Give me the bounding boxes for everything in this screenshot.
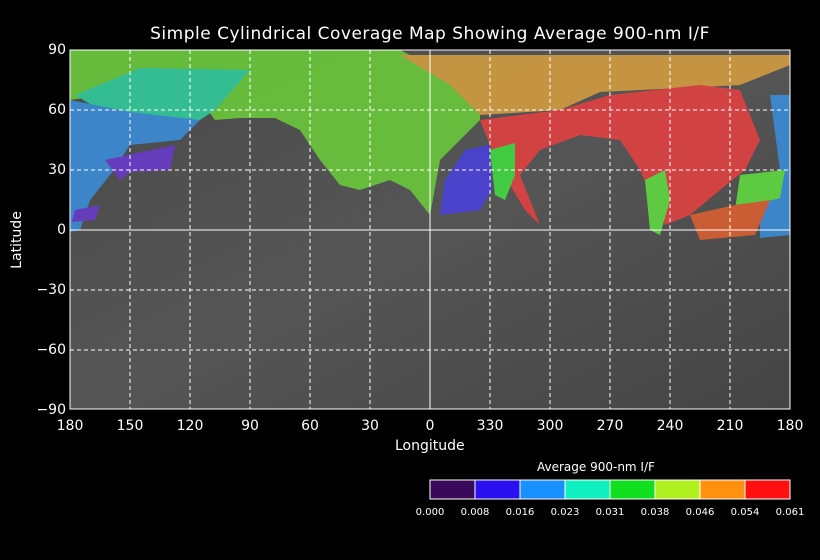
region-purple-2 (72, 205, 100, 222)
colorbar (429, 479, 791, 500)
x-tick-label: 180 (776, 418, 804, 434)
x-tick-label: 30 (361, 418, 379, 434)
region-cyan (75, 68, 250, 120)
colorbar-tick-label: 0.038 (640, 507, 670, 518)
y-tick-label: 0 (57, 222, 66, 238)
colorbar-tick-label: 0.061 (775, 507, 805, 518)
region-green-center (490, 143, 515, 200)
colorbar-tick-label: 0.023 (550, 507, 580, 518)
colorbar-tick-label: 0.031 (595, 507, 625, 518)
region-orange-north (400, 55, 790, 115)
colorbar-tick-label: 0.016 (505, 507, 535, 518)
x-tick-label: 180 (56, 418, 84, 434)
colorbar-segment (699, 479, 746, 500)
y-tick-label: 90 (48, 42, 66, 58)
colorbar-segment (474, 479, 521, 500)
colorbar-segment (744, 479, 791, 500)
y-tick-label: −90 (36, 402, 66, 418)
colorbar-title: Average 900-nm I/F (537, 460, 655, 474)
plot-frame (69, 49, 791, 410)
x-tick-label: 90 (241, 418, 259, 434)
colorbar-segment (609, 479, 656, 500)
x-tick-label: 0 (425, 418, 435, 434)
colorbar-segment (564, 479, 611, 500)
y-tick-label: −30 (36, 282, 66, 298)
region-green-east-2 (735, 170, 785, 210)
x-tick-label: 60 (301, 418, 319, 434)
x-tick-label: 300 (536, 418, 564, 434)
colorbar-segment (654, 479, 701, 500)
y-tick-label: 60 (48, 102, 66, 118)
colorbar-segment (429, 479, 476, 500)
region-blue-center (440, 145, 492, 215)
x-tick-label: 150 (116, 418, 144, 434)
region-purple-1 (105, 145, 175, 180)
colorbar-tick-label: 0.054 (730, 507, 760, 518)
map-title: Simple Cylindrical Coverage Map Showing … (150, 24, 710, 44)
y-axis-label: Latitude (8, 211, 25, 269)
x-tick-label: 240 (656, 418, 684, 434)
grid-lines (70, 50, 790, 409)
x-tick-label: 330 (476, 418, 504, 434)
y-tick-label: −60 (36, 342, 66, 358)
x-tick-label: 210 (716, 418, 744, 434)
x-tick-label: 270 (596, 418, 624, 434)
colorbar-tick-label: 0.008 (460, 507, 490, 518)
colorbar-tick-label: 0.046 (685, 507, 715, 518)
region-blue-west (70, 100, 200, 232)
region-green-east-1 (645, 170, 670, 235)
x-tick-label: 120 (176, 418, 204, 434)
y-tick-label: 30 (48, 162, 66, 178)
colorbar-segment (519, 479, 566, 500)
colorbar-tick-label: 0.000 (415, 507, 445, 518)
x-axis-label: Longitude (395, 438, 465, 454)
